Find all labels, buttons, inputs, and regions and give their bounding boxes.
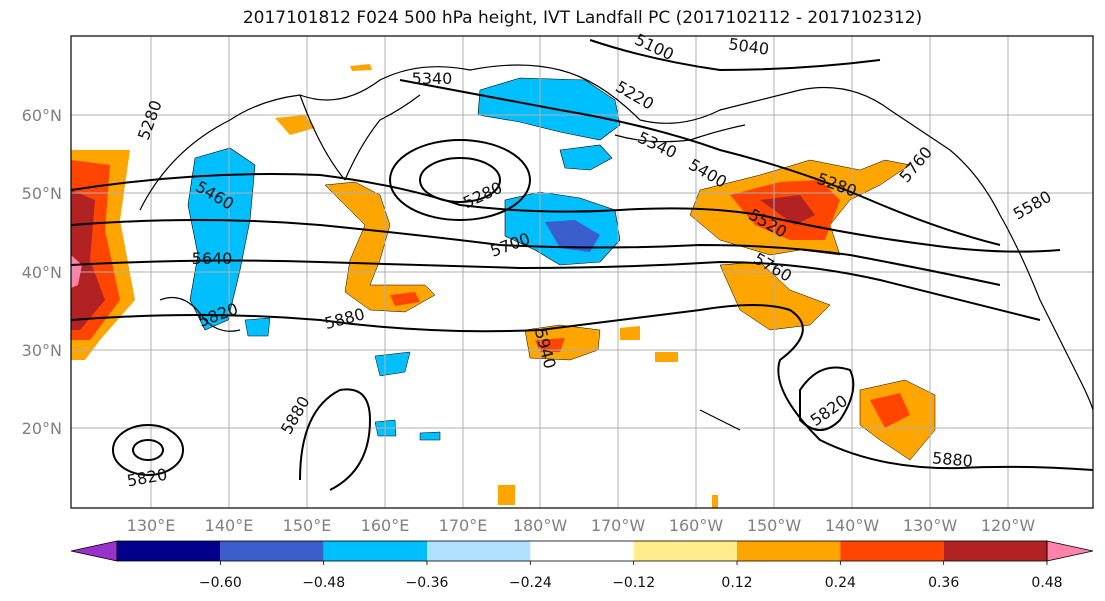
lat-label: 60°N	[22, 106, 62, 125]
longitude-labels: 130°E 140°E 150°E 160°E 170°E 180°W 170°W 160°W…	[127, 516, 1036, 535]
lon-label: 170°E	[439, 516, 488, 535]
colorbar-tick-label: −0.48	[302, 575, 345, 591]
latitude-labels: 60°N 50°N 40°N 30°N 20°N	[22, 106, 62, 438]
shade-30n-red	[535, 338, 565, 352]
contour-label: 5880	[277, 393, 314, 438]
colorbar-swatch	[737, 541, 841, 561]
shade-bering-blue	[477, 77, 621, 141]
shade-small-orange-1	[620, 326, 640, 340]
colorbar-tick-label: 0.12	[721, 575, 752, 591]
contour-5460	[71, 173, 1061, 253]
colorbar-tick-label: −0.60	[199, 575, 242, 591]
colorbar-swatch	[840, 541, 944, 561]
contour-5880	[71, 304, 1093, 471]
contour-5100	[589, 39, 881, 72]
coast-kamchatka-east	[344, 94, 421, 181]
lat-label: 30°N	[22, 341, 62, 360]
contour-5880-south	[299, 388, 372, 491]
shade-mid-orange	[719, 261, 831, 331]
lon-label: 170°W	[591, 516, 646, 535]
height-contours	[71, 39, 1093, 491]
shade-160e-orange	[324, 181, 436, 313]
shade-small-blue-2	[374, 351, 411, 377]
colorbar-swatch	[427, 541, 531, 561]
shade-small-orange-2	[655, 352, 678, 362]
lon-label: 120°W	[981, 516, 1036, 535]
coast-kamchatka-west	[299, 94, 346, 181]
contour-label: 5340	[635, 128, 680, 162]
shade-central-midblue	[545, 220, 600, 252]
lon-label: 150°W	[747, 516, 802, 535]
contour-label: 5820	[125, 465, 168, 491]
shade-small-orange-5	[498, 485, 515, 505]
colorbar-swatch	[117, 541, 221, 561]
contour-typhoon-outer	[112, 424, 184, 476]
colorbar-tick-label: −0.36	[406, 575, 449, 591]
shade-small-blue-4	[419, 431, 441, 441]
lat-label: 20°N	[22, 419, 62, 438]
shade-small-orange-4	[350, 64, 372, 71]
ivt-shading	[71, 64, 936, 508]
lon-label: 160°W	[669, 516, 724, 535]
lon-label: 130°E	[127, 516, 176, 535]
colorbar-swatch	[323, 541, 427, 561]
contour-low-ring	[389, 139, 531, 221]
contour-label: 5040	[727, 34, 770, 58]
shade-small-orange-6	[712, 495, 718, 508]
colorbar-swatch	[530, 541, 634, 561]
colorbar-swatch	[220, 541, 324, 561]
shade-bering-blue-2	[559, 144, 613, 171]
colorbar-tick-label: 0.24	[825, 575, 856, 591]
colorbar-frame	[116, 540, 1048, 562]
contour-5340-north	[399, 79, 1001, 246]
contour-label: 5220	[612, 77, 657, 114]
colorbar-tick-label: 0.48	[1031, 575, 1062, 591]
contour-label: 5580	[1010, 187, 1055, 224]
contour-typhoon-inner	[132, 439, 164, 461]
lon-label: 160°E	[361, 516, 410, 535]
shade-small-blue-1	[244, 317, 271, 337]
contour-label: 5280	[134, 98, 166, 143]
contour-label: 5880	[322, 304, 366, 333]
lon-label: 150°E	[283, 516, 332, 535]
colorbar-tick-label: −0.24	[509, 575, 552, 591]
colorbar: −0.60 −0.48 −0.36 −0.24 −0.12 0.12 0.24 0.36 0.4…	[70, 540, 1094, 591]
contour-5700	[71, 259, 1041, 321]
contour-label: 5880	[931, 448, 973, 470]
colorbar-extend-low	[70, 540, 118, 562]
colorbar-extend-high	[1046, 540, 1094, 562]
lon-label: 140°E	[205, 516, 254, 535]
contour-label: 5340	[412, 69, 453, 88]
shade-se-red	[870, 393, 910, 428]
lon-label: 140°W	[825, 516, 880, 535]
lon-label: 180°W	[513, 516, 568, 535]
coast-north-rim	[139, 64, 1093, 411]
gridlines	[71, 36, 1093, 508]
colorbar-tick-label: −0.12	[612, 575, 655, 591]
lat-label: 40°N	[22, 263, 62, 282]
lat-label: 50°N	[22, 184, 62, 203]
contour-5820-se	[799, 366, 855, 431]
coast-japan-south	[159, 296, 241, 332]
contour-label: 5700	[488, 229, 533, 261]
contour-label: 5100	[632, 30, 677, 64]
map-title: 2017101812 F024 500 hPa height, IVT Land…	[242, 8, 923, 28]
contour-5580	[71, 219, 1001, 286]
contour-label: 5820	[807, 391, 851, 430]
map-frame	[70, 35, 1094, 509]
lon-label: 130°W	[903, 516, 958, 535]
shade-small-orange-3	[275, 115, 315, 135]
contour-low-center	[419, 157, 501, 203]
colorbar-swatch	[633, 541, 737, 561]
colorbar-swatch	[943, 541, 1047, 561]
contour-label: 5640	[192, 249, 233, 268]
contour-label: 5400	[685, 155, 730, 192]
shade-160e-red	[390, 292, 420, 306]
coast-aleutians	[614, 124, 746, 143]
colorbar-tick-label: 0.36	[928, 575, 959, 591]
coast-hawaii	[699, 409, 741, 431]
